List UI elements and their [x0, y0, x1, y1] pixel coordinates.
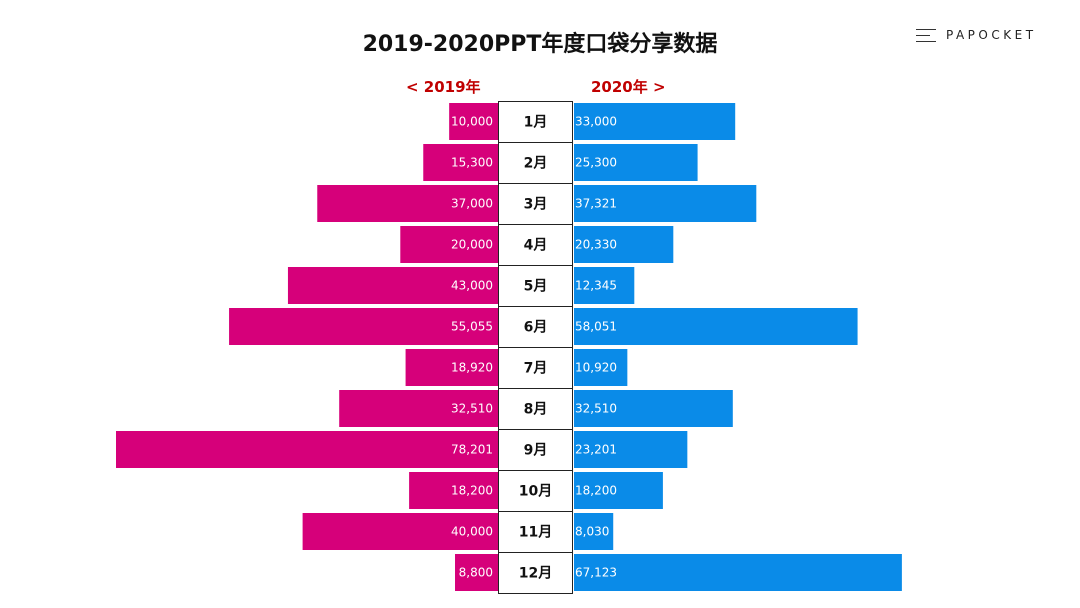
value-label-2020-8: 32,510	[575, 402, 617, 416]
month-box-10	[498, 470, 573, 512]
brand-name: PAPOCKET	[946, 28, 1037, 42]
month-box-5	[498, 265, 573, 307]
value-label-2019-6: 55,055	[451, 320, 493, 334]
value-label-2019-5: 43,000	[451, 279, 493, 293]
value-label-2020-12: 67,123	[575, 566, 617, 580]
bar-2019-11	[302, 513, 498, 550]
value-label-2020-4: 20,330	[575, 238, 617, 252]
value-label-2020-2: 25,300	[575, 156, 617, 170]
value-label-2019-2: 15,300	[451, 156, 493, 170]
bar-2020-9	[574, 431, 688, 468]
month-label-12: 12月	[519, 566, 552, 582]
month-box-1	[498, 101, 573, 143]
month-label-9: 9月	[524, 443, 548, 459]
value-label-2020-6: 58,051	[575, 320, 617, 334]
value-label-2019-10: 18,200	[451, 484, 493, 498]
chart-title: 2019-2020PPT年度口袋分享数据	[362, 32, 718, 57]
value-label-2019-3: 37,000	[451, 197, 493, 211]
legend-2019: < 2019年	[406, 78, 481, 96]
month-label-11: 11月	[519, 525, 552, 541]
bar-2019-5	[287, 267, 498, 304]
value-label-2019-7: 18,920	[451, 361, 493, 375]
bar-2020-1	[574, 103, 736, 140]
brand[interactable]: PAPOCKET	[916, 26, 1037, 44]
value-label-2019-12: 8,800	[459, 566, 493, 580]
month-box-9	[498, 429, 573, 471]
bar-2020-4	[574, 226, 674, 263]
month-label-2: 2月	[524, 156, 548, 172]
bar-2019-2	[423, 144, 498, 181]
bar-2020-2	[574, 144, 698, 181]
month-box-6	[498, 306, 573, 348]
bar-2020-12	[574, 554, 902, 591]
bar-2019-12	[455, 554, 498, 591]
bar-2020-7	[574, 349, 628, 386]
bar-2019-1	[449, 103, 498, 140]
value-label-2019-4: 20,000	[451, 238, 493, 252]
value-label-2019-8: 32,510	[451, 402, 493, 416]
value-label-2020-10: 18,200	[575, 484, 617, 498]
bar-2020-3	[574, 185, 757, 222]
value-label-2019-1: 10,000	[451, 115, 493, 129]
bar-2020-8	[574, 390, 733, 427]
bar-2020-10	[574, 472, 663, 509]
value-label-2020-3: 37,321	[575, 197, 617, 211]
month-box-4	[498, 224, 573, 266]
month-box-7	[498, 347, 573, 389]
month-box-12	[498, 552, 573, 594]
value-label-2020-1: 33,000	[575, 115, 617, 129]
value-label-2020-7: 10,920	[575, 361, 617, 375]
menu-icon[interactable]	[916, 28, 936, 42]
value-label-2019-9: 78,201	[451, 443, 493, 457]
month-label-6: 6月	[524, 320, 548, 336]
bar-2019-4	[400, 226, 498, 263]
bar-2020-6	[574, 308, 858, 345]
bar-2019-10	[409, 472, 498, 509]
value-label-2020-11: 8,030	[575, 525, 609, 539]
month-box-2	[498, 142, 573, 184]
month-label-4: 4月	[524, 238, 548, 254]
value-label-2019-11: 40,000	[451, 525, 493, 539]
value-label-2020-5: 12,345	[575, 279, 617, 293]
bar-2019-7	[405, 349, 498, 386]
bar-2019-9	[116, 431, 498, 468]
legend-2020: 2020年 >	[591, 78, 666, 96]
month-label-10: 10月	[519, 484, 552, 500]
month-label-7: 7月	[524, 361, 548, 377]
bar-2019-6	[229, 308, 498, 345]
month-label-5: 5月	[524, 279, 548, 295]
value-label-2020-9: 23,201	[575, 443, 617, 457]
bar-2019-3	[317, 185, 498, 222]
month-box-3	[498, 183, 573, 225]
month-box-8	[498, 388, 573, 430]
bar-2020-5	[574, 267, 635, 304]
month-label-3: 3月	[524, 197, 548, 213]
month-label-1: 1月	[524, 115, 548, 131]
month-label-8: 8月	[524, 402, 548, 418]
bar-2020-11	[574, 513, 614, 550]
bar-2019-8	[339, 390, 498, 427]
